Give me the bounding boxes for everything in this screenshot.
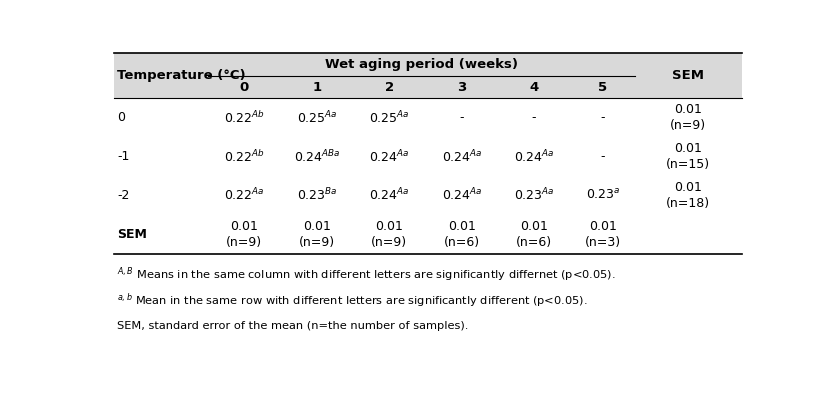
Text: SEM: SEM bbox=[672, 69, 705, 82]
Text: -1: -1 bbox=[117, 150, 129, 163]
Text: -2: -2 bbox=[117, 189, 129, 202]
Text: 4: 4 bbox=[529, 81, 539, 94]
Text: -: - bbox=[459, 111, 463, 124]
Text: -: - bbox=[600, 150, 605, 163]
Text: 2: 2 bbox=[385, 81, 393, 94]
Bar bbox=[114, 176, 741, 215]
Text: SEM: SEM bbox=[117, 228, 147, 241]
Text: $^{a,b}$ Mean in the same row with different letters are significantly different: $^{a,b}$ Mean in the same row with diffe… bbox=[117, 291, 588, 310]
Text: -: - bbox=[532, 111, 536, 124]
Text: 0.23$^{Aa}$: 0.23$^{Aa}$ bbox=[514, 187, 554, 204]
Text: 0.01
(n=6): 0.01 (n=6) bbox=[516, 220, 552, 249]
Text: 0.24$^{Aa}$: 0.24$^{Aa}$ bbox=[514, 148, 554, 165]
Text: 0.25$^{Aa}$: 0.25$^{Aa}$ bbox=[296, 110, 337, 126]
Bar bbox=[114, 137, 741, 176]
Text: 0.22$^{Ab}$: 0.22$^{Ab}$ bbox=[224, 110, 265, 126]
Bar bbox=[114, 98, 741, 137]
Text: 0.24$^{Aa}$: 0.24$^{Aa}$ bbox=[442, 148, 482, 165]
Text: 0.01
(n=3): 0.01 (n=3) bbox=[584, 220, 620, 249]
Text: 0.01
(n=9): 0.01 (n=9) bbox=[671, 103, 706, 132]
Text: 0: 0 bbox=[117, 111, 125, 124]
Text: 0.24$^{Aa}$: 0.24$^{Aa}$ bbox=[369, 187, 409, 204]
Text: 0.24$^{Aa}$: 0.24$^{Aa}$ bbox=[442, 187, 482, 204]
Text: 0.22$^{Aa}$: 0.22$^{Aa}$ bbox=[224, 187, 264, 204]
Text: 1: 1 bbox=[312, 81, 321, 94]
Text: 0.01
(n=9): 0.01 (n=9) bbox=[226, 220, 262, 249]
Text: 0.23$^{Ba}$: 0.23$^{Ba}$ bbox=[296, 187, 337, 204]
Text: 0.01
(n=15): 0.01 (n=15) bbox=[666, 142, 711, 171]
Text: 0.23$^{a}$: 0.23$^{a}$ bbox=[585, 188, 620, 203]
Text: 0.22$^{Ab}$: 0.22$^{Ab}$ bbox=[224, 149, 265, 165]
Text: 0.01
(n=6): 0.01 (n=6) bbox=[443, 220, 479, 249]
Text: 0.24$^{Aa}$: 0.24$^{Aa}$ bbox=[369, 148, 409, 165]
Text: 3: 3 bbox=[457, 81, 466, 94]
Text: 0.01
(n=9): 0.01 (n=9) bbox=[371, 220, 407, 249]
Text: 0: 0 bbox=[240, 81, 249, 94]
Text: Wet aging period (weeks): Wet aging period (weeks) bbox=[325, 58, 518, 71]
Text: 0.24$^{ABa}$: 0.24$^{ABa}$ bbox=[294, 148, 340, 165]
Text: 0.01
(n=18): 0.01 (n=18) bbox=[666, 181, 711, 210]
Text: $^{A,B}$ Means in the same column with different letters are significantly diffe: $^{A,B}$ Means in the same column with d… bbox=[117, 266, 616, 284]
Text: 0.25$^{Aa}$: 0.25$^{Aa}$ bbox=[369, 110, 409, 126]
Bar bbox=[114, 53, 741, 98]
Text: -: - bbox=[600, 111, 605, 124]
Text: 0.01
(n=9): 0.01 (n=9) bbox=[299, 220, 335, 249]
Text: SEM, standard error of the mean (n=the number of samples).: SEM, standard error of the mean (n=the n… bbox=[117, 322, 468, 331]
Bar bbox=[114, 215, 741, 254]
Text: Temperature (°C): Temperature (°C) bbox=[117, 69, 246, 82]
Text: 5: 5 bbox=[598, 81, 607, 94]
